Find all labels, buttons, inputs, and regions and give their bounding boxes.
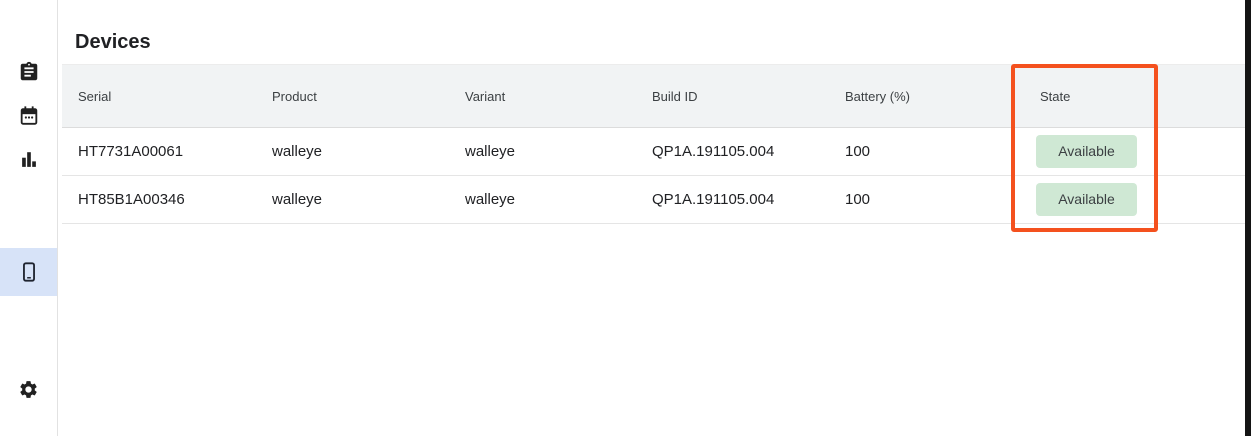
- status-badge: Available: [1036, 183, 1137, 216]
- cell-battery: 100: [845, 191, 871, 208]
- cell-variant: walleye: [465, 143, 516, 160]
- cell-product: walleye: [272, 191, 323, 208]
- cell-build-id: QP1A.191105.004: [652, 191, 775, 208]
- right-edge-bar: [1245, 0, 1251, 436]
- column-header-state[interactable]: State: [1040, 88, 1071, 104]
- column-header-battery[interactable]: Battery (%): [845, 88, 911, 104]
- cell-build-id: QP1A.191105.004: [652, 143, 775, 160]
- cell-state: Available: [1024, 183, 1245, 216]
- sidebar-item-devices[interactable]: [0, 248, 57, 296]
- column-header-build-id[interactable]: Build ID: [652, 88, 698, 104]
- devices-table: Serial Product Variant Build ID Battery …: [62, 64, 1245, 224]
- cell-battery: 100: [845, 143, 871, 160]
- cell-variant: walleye: [465, 191, 516, 208]
- column-header-product[interactable]: Product: [272, 88, 317, 104]
- sidebar-item-settings[interactable]: [0, 365, 57, 413]
- sidebar-item-tasks[interactable]: [0, 48, 57, 96]
- table-header-row: Serial Product Variant Build ID Battery …: [62, 64, 1245, 128]
- column-header-serial[interactable]: Serial: [78, 88, 112, 104]
- sidebar: [0, 0, 58, 436]
- sidebar-item-schedule[interactable]: [0, 92, 57, 140]
- bar-chart-icon: [18, 149, 40, 171]
- calendar-icon: [18, 105, 40, 127]
- status-badge: Available: [1036, 135, 1137, 168]
- column-header-variant[interactable]: Variant: [465, 88, 506, 104]
- cell-serial: HT7731A00061: [78, 143, 184, 160]
- cell-product: walleye: [272, 143, 323, 160]
- table-row[interactable]: HT7731A00061 walleye walleye QP1A.191105…: [62, 128, 1245, 176]
- sidebar-item-reports[interactable]: [0, 136, 57, 184]
- gear-icon: [18, 379, 39, 400]
- cell-state: Available: [1024, 135, 1245, 168]
- table-row[interactable]: HT85B1A00346 walleye walleye QP1A.191105…: [62, 176, 1245, 224]
- page-title: Devices: [75, 31, 151, 54]
- clipboard-icon: [18, 61, 40, 83]
- smartphone-icon: [18, 261, 40, 283]
- cell-serial: HT85B1A00346: [78, 191, 185, 208]
